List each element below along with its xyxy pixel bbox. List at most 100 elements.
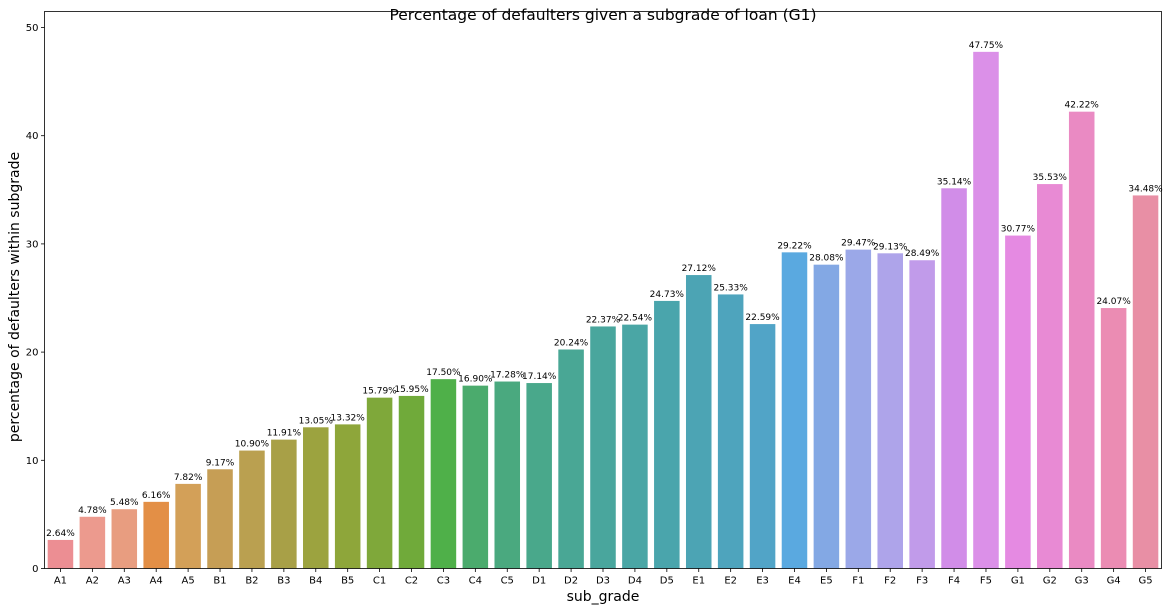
- bar-G1: [1005, 235, 1031, 569]
- bar-F2: [877, 253, 903, 569]
- bar-D2: [558, 349, 584, 569]
- x-tick-label-E3: E3: [756, 576, 769, 587]
- value-label-B5: 13.32%: [331, 413, 366, 423]
- x-tick-label-C3: C3: [437, 576, 450, 587]
- x-tick-label-B2: B2: [245, 576, 258, 587]
- x-tick-label-E4: E4: [788, 576, 801, 587]
- value-label-E5: 28.08%: [809, 254, 844, 264]
- x-tick-label-G3: G3: [1075, 576, 1089, 587]
- bar-D4: [622, 324, 648, 569]
- value-label-F1: 29.47%: [841, 239, 876, 249]
- value-label-F4: 35.14%: [937, 177, 972, 187]
- bars: [47, 51, 1159, 569]
- y-axis-label: percentage of defaulters within subgrade: [7, 152, 23, 442]
- x-tick-label-C5: C5: [501, 576, 514, 587]
- x-tick-label-G2: G2: [1043, 576, 1057, 587]
- x-tick-label-G4: G4: [1107, 576, 1121, 587]
- x-tick-label-D3: D3: [596, 576, 610, 587]
- x-tick-label-A3: A3: [118, 576, 131, 587]
- y-tick-label-10: 10: [26, 456, 39, 467]
- value-label-C2: 15.95%: [394, 385, 429, 395]
- x-tick-label-C1: C1: [373, 576, 386, 587]
- value-label-E4: 29.22%: [777, 241, 812, 251]
- plot-area: 2.64% 4.78%5.48%6.16%7.82%9.17%10.90%11.9…: [26, 11, 1163, 587]
- x-axis-ticks: A1 A2 A3 A4 A5 B1 B2 B3 B4 B5 C1 C2 C3 C4 C5 D1 D2 D3 D4 D5…: [54, 568, 1153, 587]
- bar-B1: [207, 469, 233, 569]
- x-tick-label-B3: B3: [277, 576, 290, 587]
- x-tick-label-G5: G5: [1138, 576, 1152, 587]
- bar-C3: [430, 379, 457, 569]
- value-label-A1: 2.64%: [46, 529, 75, 539]
- bar-G5: [1132, 195, 1159, 569]
- x-tick-label-A1: A1: [54, 576, 67, 587]
- x-tick-label-D4: D4: [628, 576, 642, 587]
- bar-A2: [79, 516, 106, 569]
- bar-E1: [685, 275, 712, 569]
- bar-F1: [845, 249, 872, 569]
- x-tick-label-F1: F1: [852, 576, 864, 587]
- value-label-E2: 25.33%: [713, 283, 748, 293]
- y-tick-label-40: 40: [26, 131, 39, 142]
- x-tick-label-F3: F3: [916, 576, 928, 587]
- bar-C2: [398, 395, 425, 569]
- value-label-C3: 17.50%: [426, 368, 461, 378]
- x-tick-label-G1: G1: [1011, 576, 1025, 587]
- bar-D1: [526, 383, 552, 569]
- x-tick-label-C4: C4: [469, 576, 482, 587]
- x-axis-label: sub_grade: [567, 589, 640, 605]
- bar-G4: [1100, 308, 1127, 569]
- x-tick-label-F5: F5: [980, 576, 992, 587]
- value-label-G4: 24.07%: [1096, 297, 1131, 307]
- value-label-B3: 11.91%: [267, 429, 302, 439]
- value-label-A4: 6.16%: [142, 491, 171, 501]
- value-label-C5: 17.28%: [490, 371, 525, 381]
- value-label-E3: 22.59%: [745, 313, 780, 323]
- x-tick-label-A2: A2: [86, 576, 99, 587]
- x-tick-label-B4: B4: [309, 576, 322, 587]
- bar-B2: [239, 450, 265, 569]
- bar-F3: [909, 260, 935, 569]
- x-tick-label-A4: A4: [150, 576, 163, 587]
- value-label-G5: 34.48%: [1128, 184, 1163, 194]
- value-label-B2: 10.90%: [235, 440, 270, 450]
- y-tick-label-20: 20: [26, 348, 39, 359]
- bar-A3: [111, 509, 138, 569]
- x-tick-label-E2: E2: [724, 576, 737, 587]
- x-tick-label-E5: E5: [820, 576, 833, 587]
- x-tick-label-A5: A5: [182, 576, 195, 587]
- x-tick-label-C2: C2: [405, 576, 418, 587]
- bar-A1: [47, 539, 74, 569]
- bar-F4: [941, 188, 967, 569]
- bar-G2: [1037, 184, 1063, 569]
- value-label-B1: 9.17%: [206, 458, 235, 468]
- x-tick-label-E1: E1: [692, 576, 705, 587]
- x-tick-label-F2: F2: [884, 576, 896, 587]
- bar-A4: [143, 501, 169, 569]
- x-tick-label-B5: B5: [341, 576, 354, 587]
- value-label-D1: 17.14%: [522, 372, 557, 382]
- value-labels: 2.64% 4.78%5.48%6.16%7.82%9.17%10.90%11.9…: [46, 41, 1163, 539]
- value-label-D5: 24.73%: [650, 290, 685, 300]
- bar-B5: [334, 424, 361, 569]
- bar-B3: [271, 439, 297, 569]
- value-label-A3: 5.48%: [110, 498, 139, 508]
- bar-A5: [175, 483, 201, 569]
- plot-frame: [44, 11, 1162, 569]
- bar-C1: [366, 397, 393, 569]
- bar-C5: [494, 381, 521, 569]
- y-tick-label-50: 50: [26, 23, 39, 34]
- value-label-D3: 22.37%: [586, 315, 621, 325]
- bar-B4: [303, 427, 329, 569]
- bar-E4: [781, 252, 808, 569]
- value-label-E1: 27.12%: [682, 264, 717, 274]
- value-label-F2: 29.13%: [873, 242, 908, 252]
- value-label-C4: 16.90%: [458, 375, 493, 385]
- value-label-F5: 47.75%: [969, 41, 1004, 51]
- y-tick-label-0: 0: [32, 564, 38, 575]
- bar-E5: [813, 264, 840, 569]
- value-label-B4: 13.05%: [299, 416, 334, 426]
- x-tick-label-D5: D5: [660, 576, 674, 587]
- bar-E3: [749, 324, 776, 569]
- value-label-A5: 7.82%: [174, 473, 203, 483]
